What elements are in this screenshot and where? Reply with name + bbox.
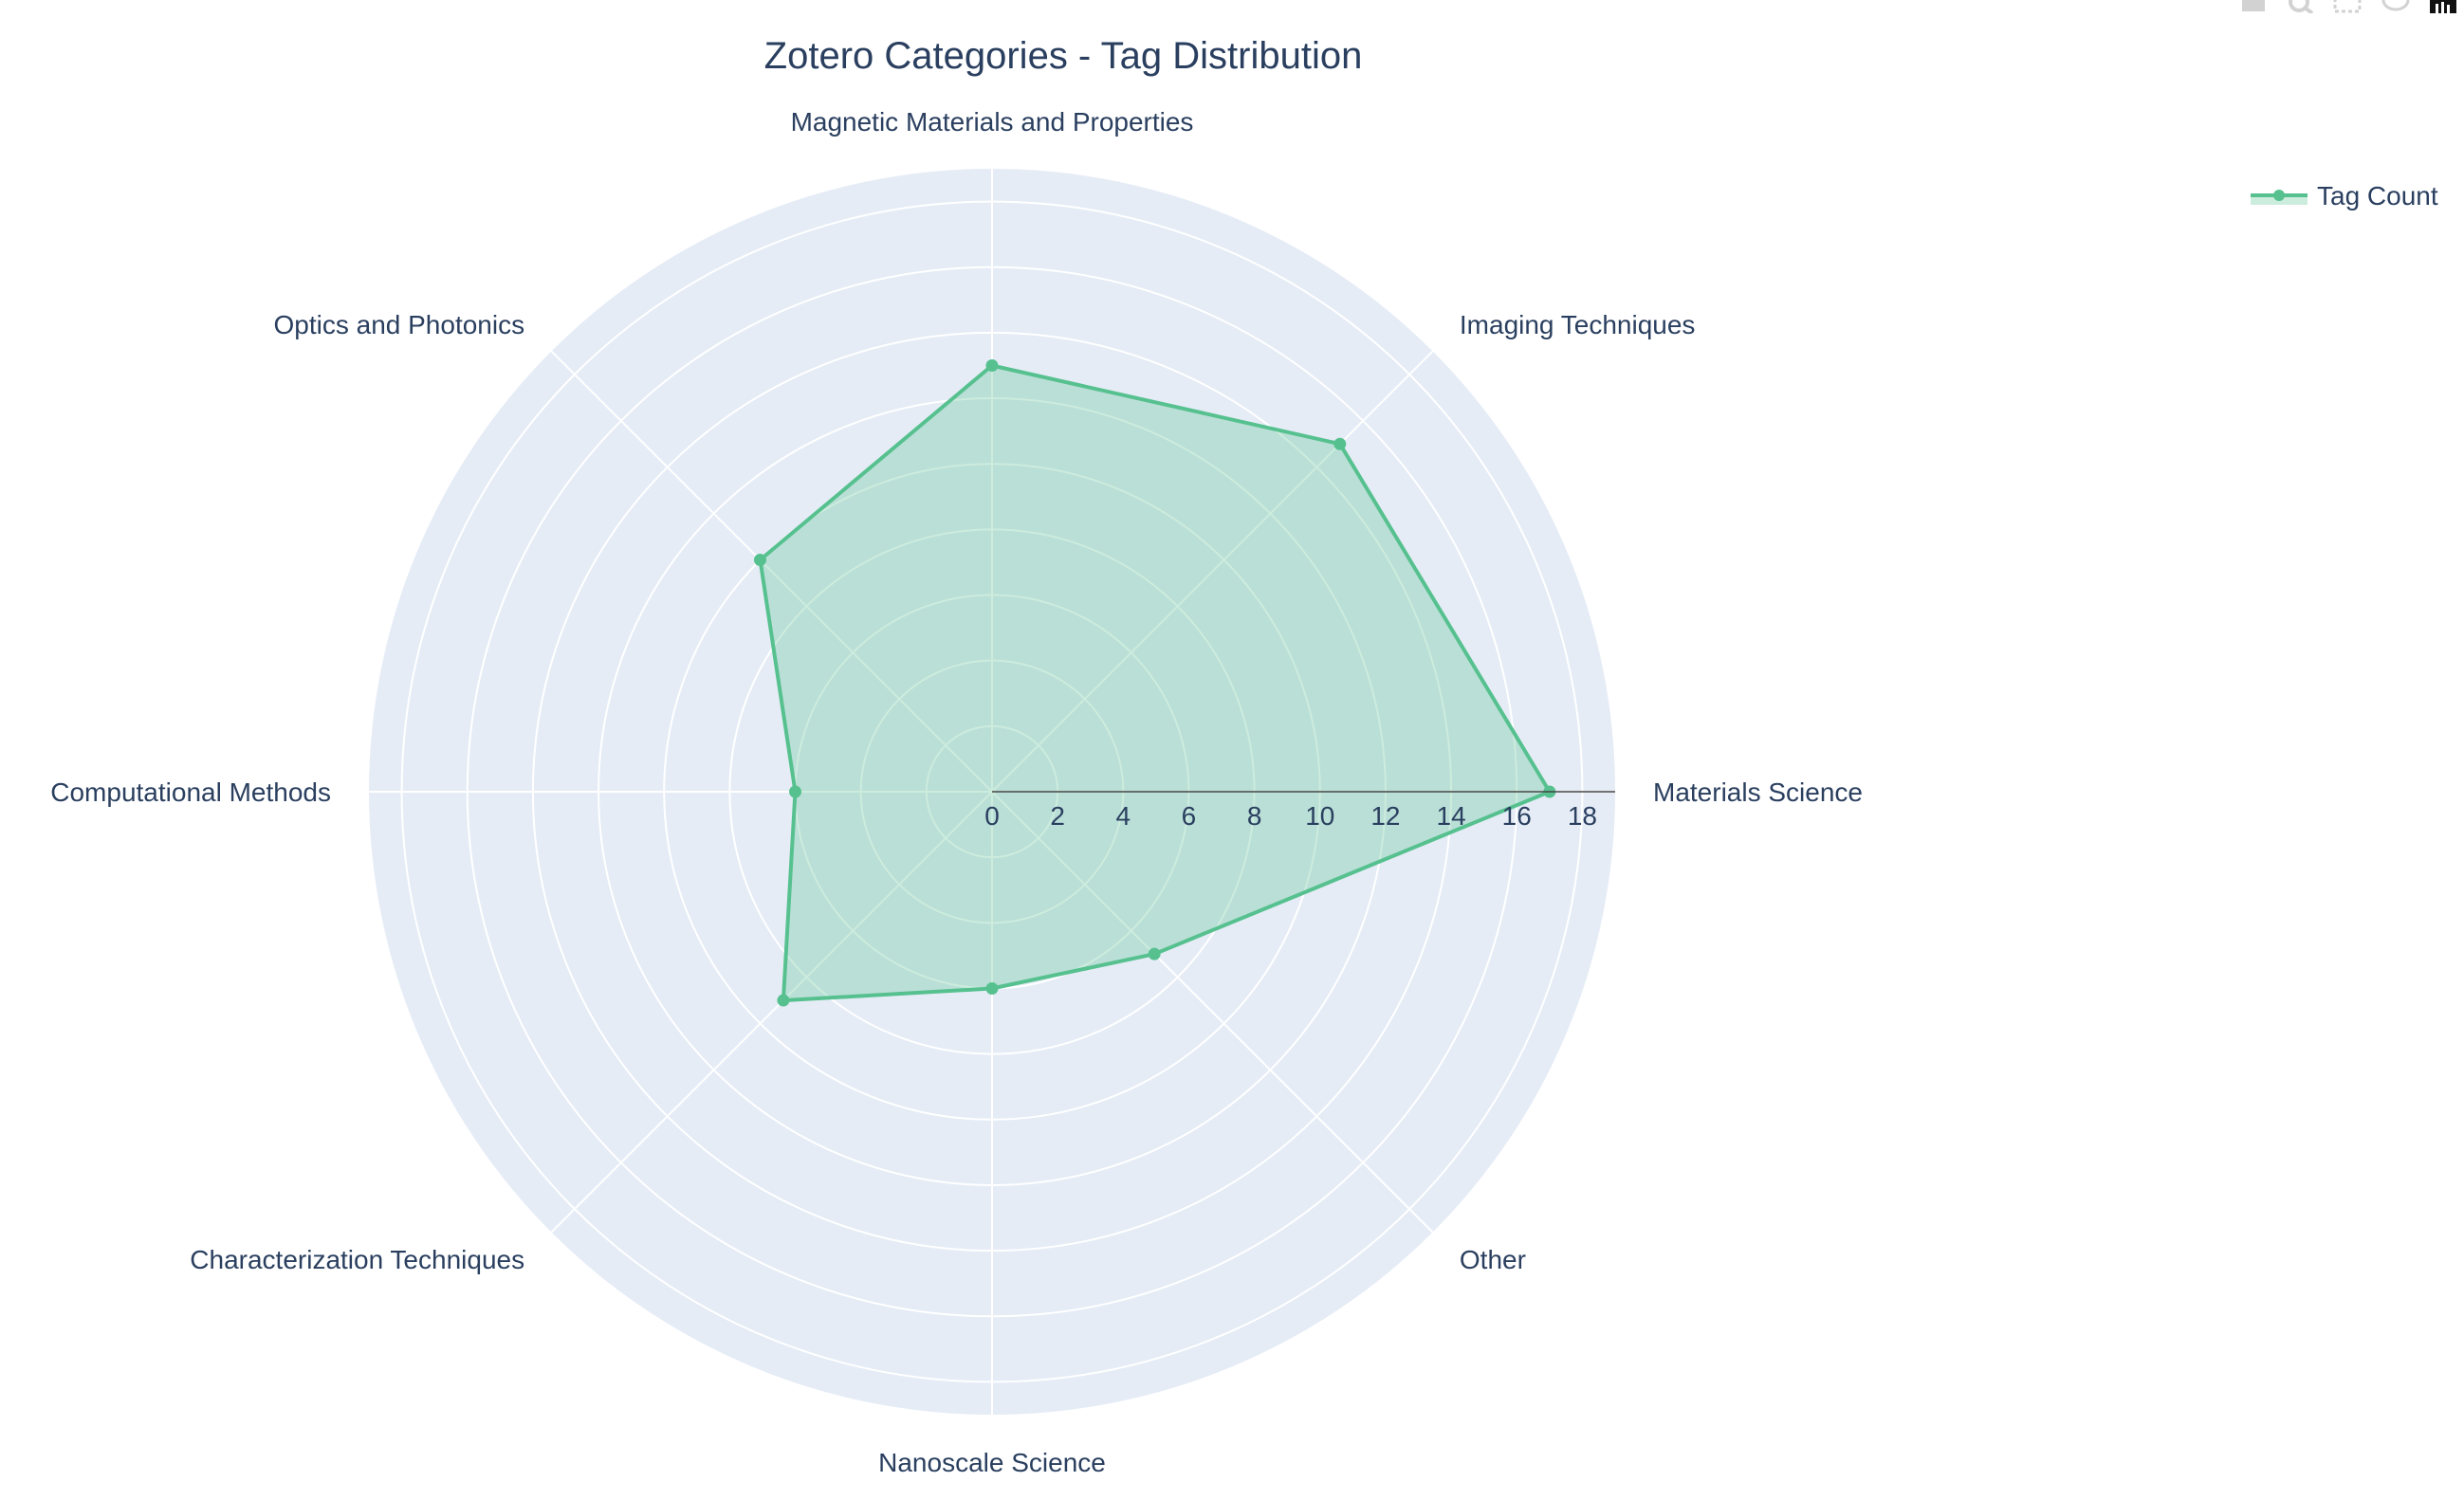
data-point-5[interactable] <box>789 785 802 798</box>
angular-grid-line <box>550 791 993 1234</box>
radial-tick-label: 0 <box>984 801 1000 831</box>
series-fill-area <box>760 365 1550 1001</box>
category-label-6: Characterization Techniques <box>190 1245 524 1274</box>
category-label-7: Nanoscale Science <box>878 1448 1106 1477</box>
data-point-7[interactable] <box>985 981 999 995</box>
data-point-4[interactable] <box>753 553 766 566</box>
radial-tick-label: 8 <box>1247 801 1262 831</box>
legend-label-tag-count: Tag Count <box>2317 181 2438 210</box>
chart-title: Zotero Categories - Tag Distribution <box>764 35 1363 77</box>
category-label-1: Materials Science <box>1653 777 1863 807</box>
radial-tick-label: 18 <box>1568 801 1597 831</box>
data-point-8[interactable] <box>1148 947 1161 960</box>
category-label-8: Other <box>1460 1245 1526 1274</box>
legend-marker-tag-count <box>2273 190 2285 201</box>
radial-tick-label: 2 <box>1050 801 1065 831</box>
angular-grid-line <box>991 350 1434 793</box>
lasso-icon[interactable] <box>2381 0 2411 13</box>
data-point-2[interactable] <box>1333 437 1347 450</box>
camera-icon[interactable] <box>2238 0 2269 13</box>
angular-grid-line <box>991 791 1434 1234</box>
data-point-3[interactable] <box>985 358 999 372</box>
category-label-3: Magnetic Materials and Properties <box>791 107 1194 137</box>
angular-grid-line <box>550 350 993 793</box>
category-label-5: Computational Methods <box>50 777 331 807</box>
legend[interactable]: Tag Count <box>2251 181 2438 210</box>
select-icon[interactable] <box>2333 0 2363 13</box>
zoom-icon[interactable] <box>2286 0 2316 13</box>
radial-tick-label: 16 <box>1502 801 1532 831</box>
data-point-6[interactable] <box>777 994 790 1007</box>
category-label-4: Optics and Photonics <box>274 310 525 339</box>
polar-area: 0 2 4 6 8 10 12 14 16 18 Materials Science Imaging … <box>50 107 1863 1477</box>
radial-tick-label: 4 <box>1116 801 1131 831</box>
category-label-2: Imaging Techniques <box>1460 310 1696 339</box>
radial-tick-label: 6 <box>1182 801 1197 831</box>
plotly-logo-icon[interactable] <box>2428 0 2458 13</box>
modebar <box>2233 0 2464 13</box>
radial-tick-label: 14 <box>1437 801 1466 831</box>
radial-tick-label: 10 <box>1305 801 1334 831</box>
radial-tick-label: 12 <box>1370 801 1400 831</box>
